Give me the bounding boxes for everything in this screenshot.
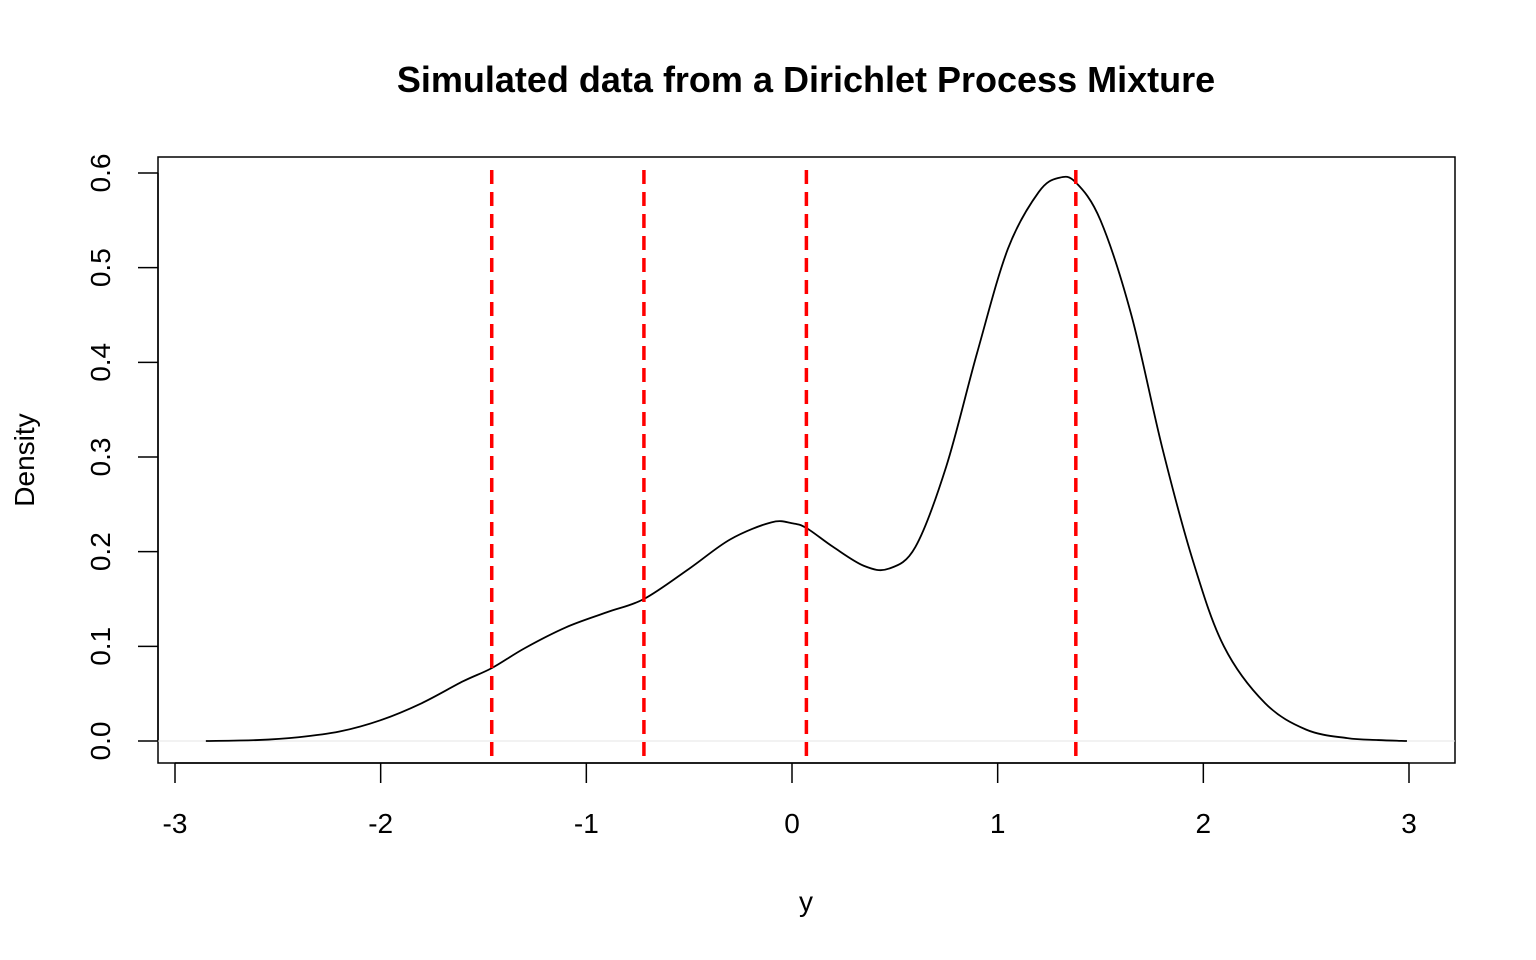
x-tick-label: -2	[368, 808, 393, 839]
x-tick-label: 2	[1196, 808, 1212, 839]
density-curve-layer	[205, 175, 1407, 742]
chart-title: Simulated data from a Dirichlet Process …	[397, 59, 1215, 100]
y-tick-label: 0.3	[85, 438, 116, 477]
y-tick-label: 0.4	[85, 343, 116, 382]
vertical-lines-layer	[489, 170, 1078, 763]
y-axis: 0.0 0.1 0.2 0.3 0.4 0.5 0.6	[85, 154, 159, 761]
x-tick-label: -1	[574, 808, 599, 839]
y-tick-label: 0.0	[85, 722, 116, 761]
x-tick-label: -3	[163, 808, 188, 839]
x-axis-label: y	[799, 886, 813, 917]
x-tick-label: 3	[1401, 808, 1417, 839]
y-axis-label: Density	[9, 413, 40, 506]
y-tick-label: 0.5	[85, 248, 116, 287]
density-curve	[205, 175, 1407, 742]
x-axis: -3 -2 -1 0 1 2 3	[163, 762, 1417, 839]
y-tick-label: 0.2	[85, 532, 116, 571]
y-tick-label: 0.1	[85, 627, 116, 666]
y-tick-label: 0.6	[85, 154, 116, 193]
x-tick-label: 1	[990, 808, 1006, 839]
x-tick-label: 0	[784, 808, 800, 839]
